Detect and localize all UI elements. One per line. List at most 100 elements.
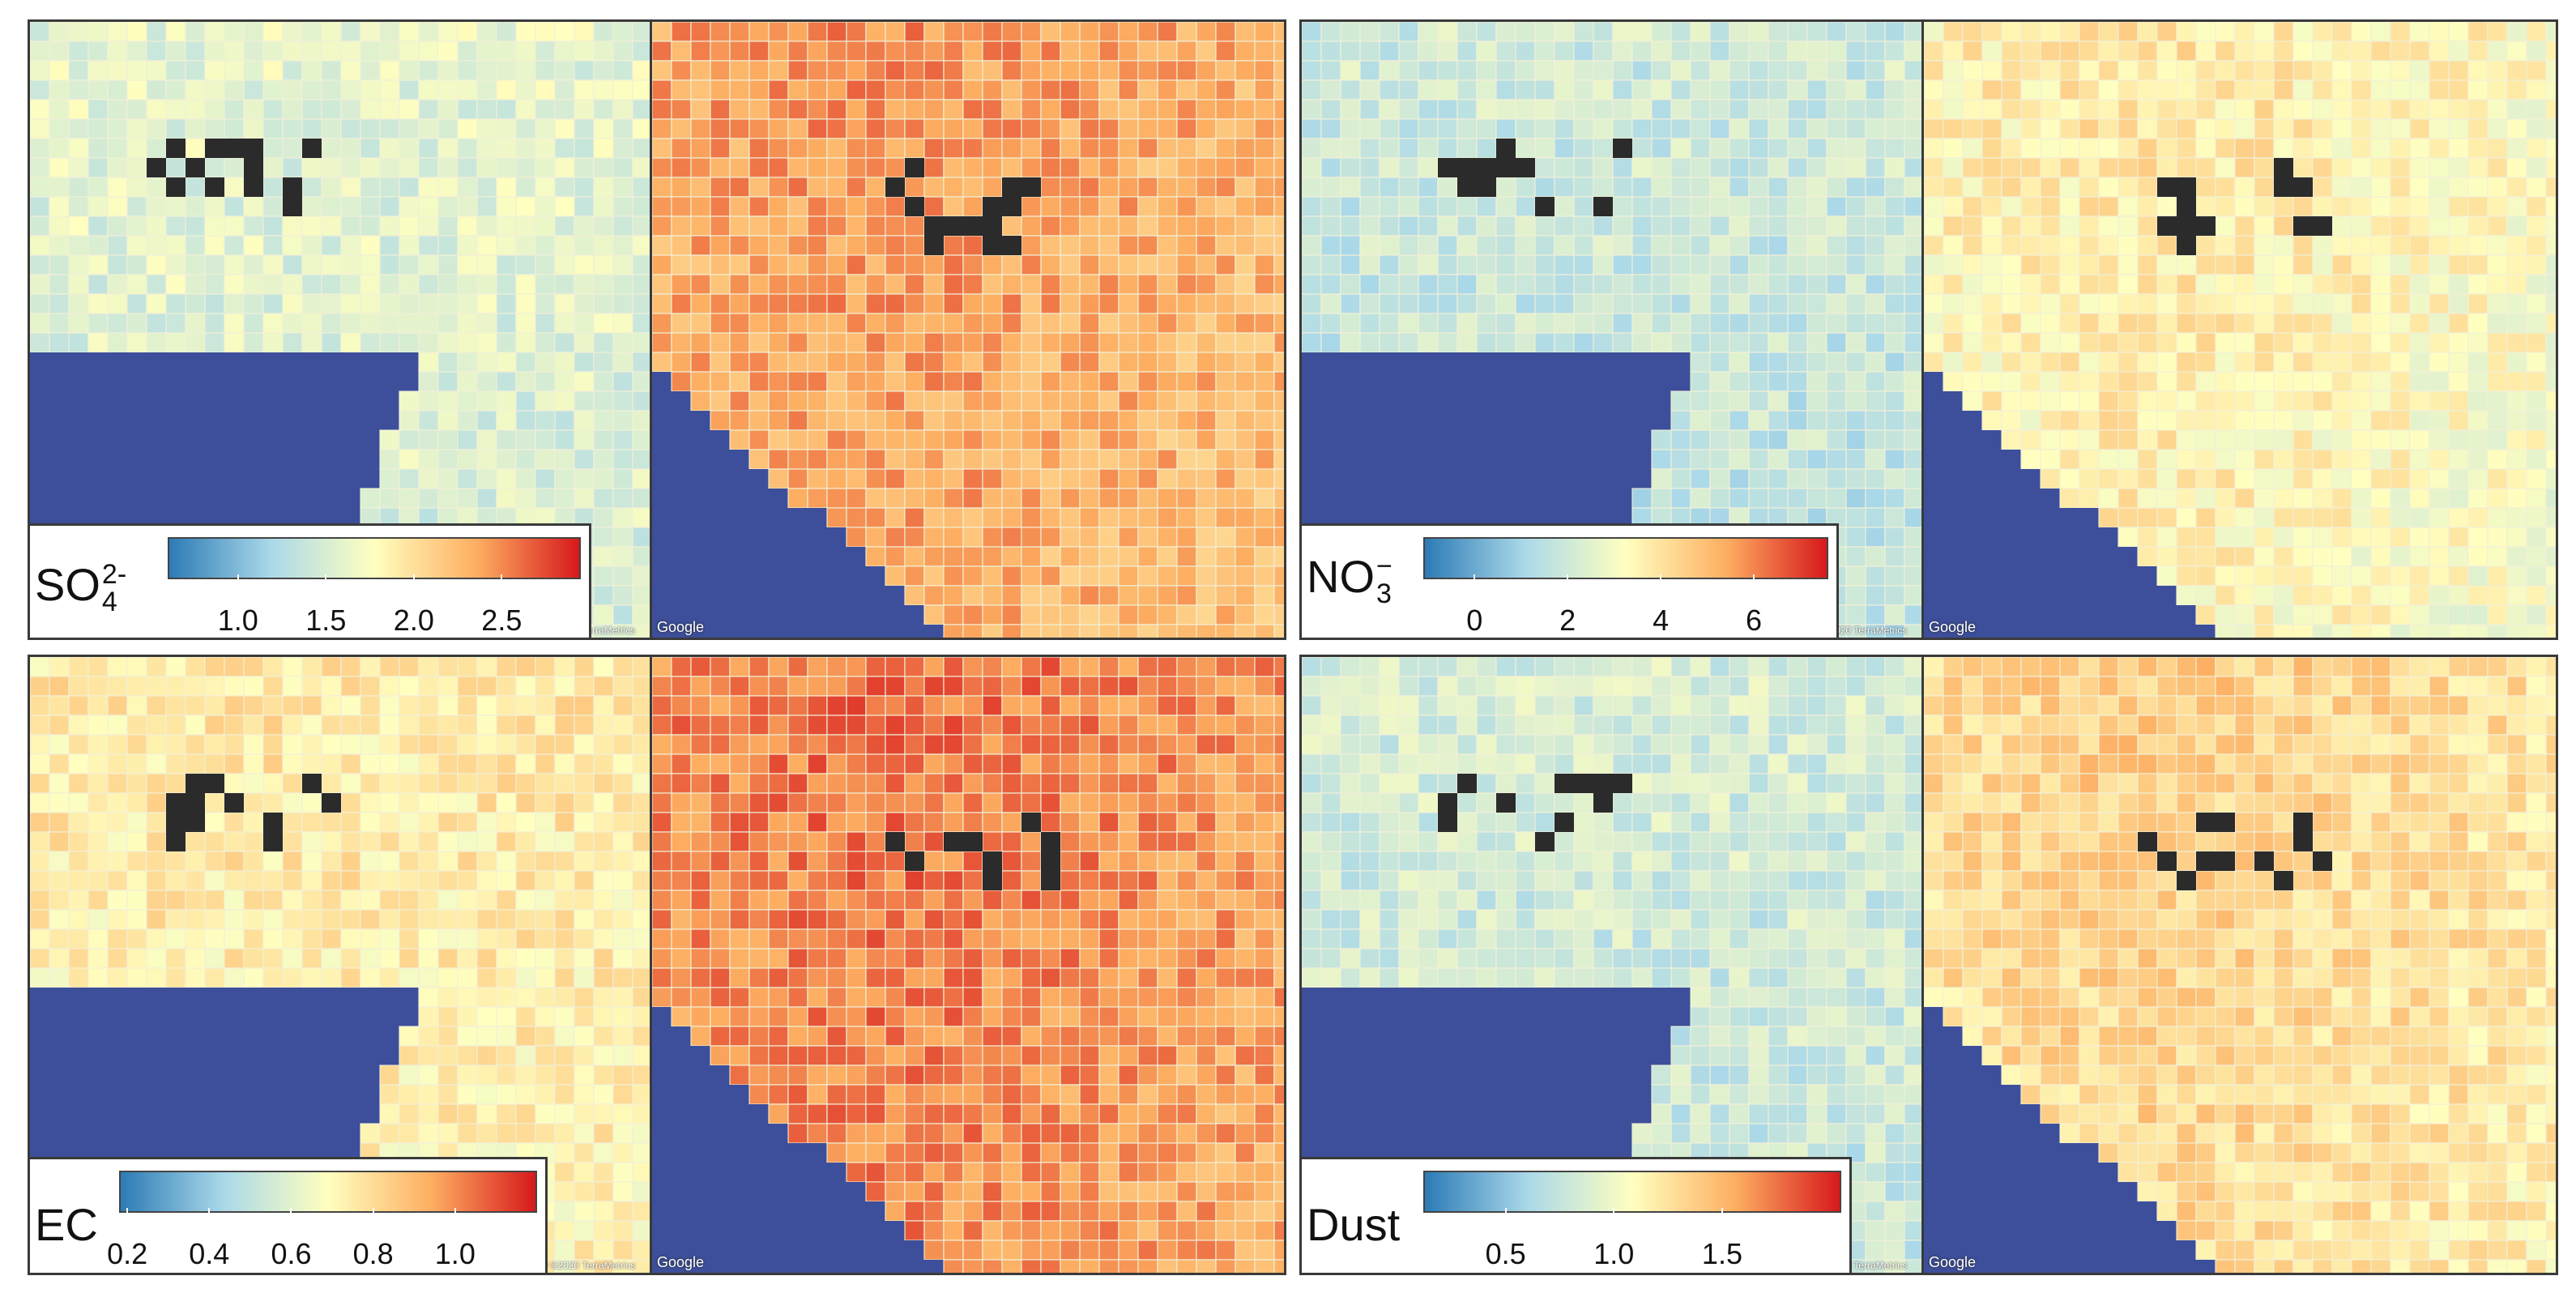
grid-cell [2429, 390, 2450, 412]
ocean-cell [186, 469, 205, 489]
grid-cell [146, 293, 167, 314]
grid-cell [787, 429, 808, 450]
grid-cell [1573, 118, 1594, 139]
grid-cell [1826, 41, 1847, 62]
grid-cell [2448, 585, 2469, 606]
grid-cell [185, 254, 206, 275]
grid-cell [593, 851, 614, 872]
grid-cell [904, 585, 925, 606]
ocean-cell [1943, 411, 1963, 430]
grid-cell [2292, 352, 2314, 373]
grid-cell [1476, 254, 1497, 275]
grid-cell [2254, 177, 2275, 198]
grid-cell [2254, 99, 2275, 120]
grid-cell [1196, 371, 1217, 392]
grid-cell [2098, 118, 2119, 139]
grid-cell [224, 831, 245, 852]
grid-cell [243, 948, 264, 969]
grid-cell [652, 60, 672, 81]
grid-cell [1079, 196, 1100, 217]
grid-cell [2176, 22, 2197, 42]
grid-cell [2079, 332, 2100, 353]
grid-cell [1495, 22, 1516, 42]
grid-cell [1981, 371, 2002, 392]
grid-cell [1573, 60, 1594, 81]
grid-cell [1748, 118, 1769, 139]
grid-cell [865, 79, 886, 100]
grid-cell [2040, 352, 2061, 373]
grid-cell [807, 390, 828, 412]
grid-cell [2215, 371, 2236, 392]
ocean-cell [769, 625, 788, 638]
ocean-cell [1924, 489, 1943, 508]
grid-cell [710, 254, 731, 275]
grid-cell [2079, 157, 2100, 178]
grid-cell [865, 449, 886, 470]
grid-cell [1273, 254, 1284, 275]
colorbar-tick-mark [1660, 574, 1662, 581]
grid-cell [1001, 390, 1022, 412]
grid-cell [515, 831, 536, 852]
grid-cell [768, 293, 789, 314]
grid-cell [1845, 254, 1866, 275]
ocean-cell [1574, 352, 1593, 372]
grid-cell [710, 99, 731, 120]
grid-cell [1176, 488, 1197, 509]
grid-cell [1118, 488, 1139, 509]
ocean-cell [1652, 391, 1671, 411]
grid-cell [2195, 390, 2216, 412]
grid-cell [1137, 371, 1158, 392]
grid-cell [379, 177, 400, 198]
ocean-cell [1613, 489, 1632, 508]
grid-cell [1196, 449, 1217, 470]
grid-cell [2409, 604, 2430, 625]
grid-cell [1001, 79, 1022, 100]
ocean-cell [1963, 625, 1982, 638]
grid-cell [107, 890, 128, 911]
grid-cell [87, 235, 109, 256]
grid-cell [2487, 235, 2508, 256]
map-so4-right[interactable]: Google [652, 22, 1284, 638]
grid-cell [146, 215, 167, 237]
grid-cell [87, 196, 109, 217]
grid-cell [2176, 371, 2197, 392]
grid-cell [2292, 410, 2314, 431]
grid-cell [865, 41, 886, 62]
grid-cell [243, 99, 264, 120]
grid-cell [1554, 138, 1575, 159]
grid-cell [2506, 410, 2527, 431]
grid-cell [2487, 507, 2508, 528]
map-no3-right[interactable]: Google [1924, 22, 2556, 638]
grid-cell [165, 274, 186, 295]
grid-cell [243, 676, 264, 697]
grid-cell [1962, 352, 1983, 373]
grid-cell [1176, 371, 1197, 392]
grid-cell [923, 60, 945, 81]
grid-cell [982, 293, 1003, 314]
grid-cell [1826, 118, 1847, 139]
grid-cell [1379, 138, 1400, 159]
grid-cell [1924, 352, 1944, 373]
grid-cell [846, 118, 867, 139]
grid-cell [1826, 410, 1847, 431]
grid-cell [1787, 196, 1808, 217]
grid-cell [2448, 235, 2469, 256]
grid-cell [2098, 293, 2119, 314]
grid-cell [632, 967, 650, 988]
ocean-cell [2060, 566, 2079, 586]
grid-cell [2059, 488, 2080, 509]
grid-cell [476, 118, 497, 139]
grid-cell [1320, 79, 1341, 100]
grid-cell [690, 60, 711, 81]
grid-cell [943, 352, 964, 373]
ocean-cell [2118, 625, 2138, 638]
grid-cell [1981, 352, 2002, 373]
grid-cell [418, 909, 439, 930]
grid-cell [1254, 254, 1275, 275]
ocean-cell [1457, 450, 1477, 469]
grid-cell [1806, 177, 1828, 198]
grid-cell [2292, 624, 2314, 638]
grid-cell [1118, 60, 1139, 81]
grid-cell [282, 715, 303, 736]
